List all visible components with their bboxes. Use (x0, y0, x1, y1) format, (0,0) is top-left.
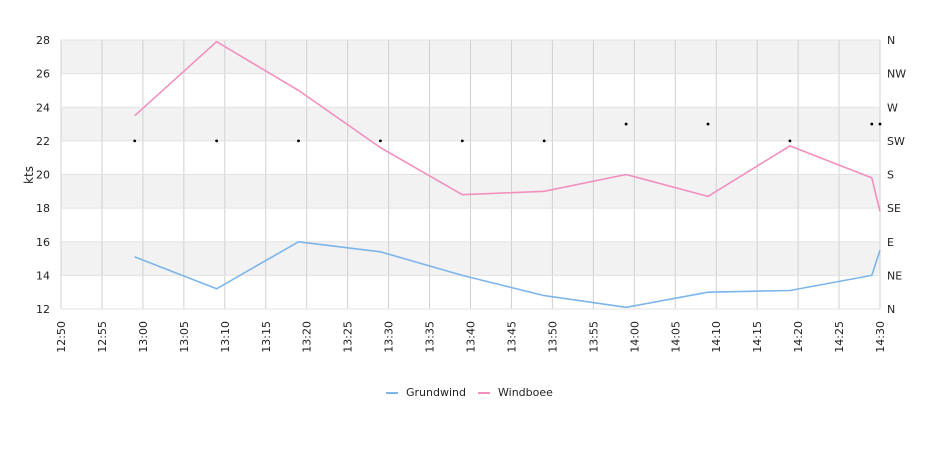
y-tick-label: 22 (36, 135, 50, 148)
y-axis-left-ticks: 12 14 16 18 20 22 24 26 28 (36, 34, 50, 316)
series-lines (134, 40, 881, 309)
direction-tick-label: E (887, 236, 894, 249)
x-tick-label: 13:55 (587, 321, 600, 353)
x-tick-label: 13:15 (260, 321, 273, 353)
direction-marker (624, 122, 628, 126)
series-line-windboee (134, 40, 881, 212)
direction-marker (542, 139, 546, 143)
x-tick-label: 13:00 (137, 321, 150, 353)
x-tick-label: 13:10 (219, 321, 232, 353)
direction-tick-label: S (887, 169, 894, 182)
x-tick-label: 14:00 (628, 321, 641, 353)
legend-item-grundwind[interactable]: Grundwind (386, 386, 466, 399)
x-tick-label: 12:50 (55, 321, 68, 353)
direction-markers (133, 122, 882, 143)
x-tick-label: 14:30 (874, 321, 887, 353)
x-tick-label: 13:35 (424, 321, 437, 353)
direction-marker (878, 122, 882, 126)
series-line-grundwind (134, 241, 881, 309)
x-tick-label: 13:50 (546, 321, 559, 353)
x-tick-label: 14:10 (710, 321, 723, 353)
legend-label-grundwind: Grundwind (406, 386, 466, 399)
direction-marker (870, 122, 874, 126)
y-tick-label: 18 (36, 202, 50, 215)
direction-tick-label: NW (887, 68, 906, 81)
y-tick-label: 26 (36, 68, 50, 81)
direction-tick-label: SW (887, 135, 905, 148)
x-tick-label: 13:40 (465, 321, 478, 353)
x-tick-label: 13:25 (342, 321, 355, 353)
direction-tick-label: W (887, 101, 898, 114)
x-tick-label: 14:25 (833, 321, 846, 353)
y-tick-label: 28 (36, 34, 50, 47)
y-tick-label: 14 (36, 269, 50, 282)
direction-tick-label: SE (887, 202, 901, 215)
y-tick-label: 20 (36, 169, 50, 182)
legend: Grundwind Windboee (386, 386, 553, 399)
x-tick-label: 13:30 (383, 321, 396, 353)
direction-marker (215, 139, 219, 143)
direction-marker (706, 122, 710, 126)
y-tick-label: 12 (36, 303, 50, 316)
x-axis-ticks: 12:50 12:55 13:00 13:05 13:10 13:15 13:20 13:25… (55, 321, 887, 353)
y-axis-title: kts (22, 166, 36, 184)
y-axis-right-direction-ticks: N NE E SE S SW W NW N (887, 34, 906, 316)
direction-marker (133, 139, 137, 143)
x-tick-label: 13:05 (178, 321, 191, 353)
direction-marker (788, 139, 792, 143)
x-tick-label: 14:20 (792, 321, 805, 353)
x-tick-label: 14:05 (669, 321, 682, 353)
legend-label-windboee: Windboee (498, 386, 553, 399)
y-tick-label: 16 (36, 236, 50, 249)
y-tick-label: 24 (36, 101, 50, 114)
direction-marker (297, 139, 300, 143)
x-tick-label: 13:45 (505, 321, 518, 353)
direction-tick-label: N (887, 303, 895, 316)
direction-marker (460, 139, 464, 143)
x-tick-label: 14:15 (751, 321, 764, 353)
x-tick-label: 12:55 (96, 321, 109, 353)
direction-tick-label: NE (887, 269, 902, 282)
legend-item-windboee[interactable]: Windboee (478, 386, 553, 399)
x-tick-label: 13:20 (301, 321, 314, 353)
direction-tick-label: N (887, 34, 895, 47)
direction-marker (379, 139, 382, 143)
